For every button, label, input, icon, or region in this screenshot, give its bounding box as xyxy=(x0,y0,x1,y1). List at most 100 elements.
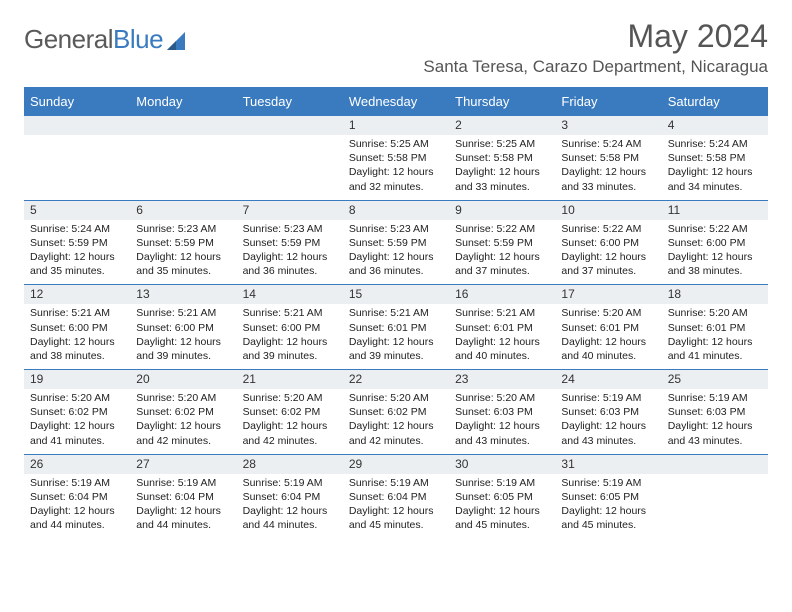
day-number: 21 xyxy=(237,370,343,389)
day-number: 17 xyxy=(555,285,661,304)
week-row: 5Sunrise: 5:24 AMSunset: 5:59 PMDaylight… xyxy=(24,200,768,285)
sunrise-line: Sunrise: 5:19 AM xyxy=(30,476,124,490)
day-cell: 27Sunrise: 5:19 AMSunset: 6:04 PMDayligh… xyxy=(130,455,236,539)
day-details: Sunrise: 5:19 AMSunset: 6:04 PMDaylight:… xyxy=(343,474,449,533)
day-header-cell: Sunday xyxy=(24,89,130,115)
logo-sail-icon xyxy=(165,30,187,52)
sunrise-line: Sunrise: 5:20 AM xyxy=(136,391,230,405)
sunrise-line: Sunrise: 5:24 AM xyxy=(561,137,655,151)
daylight-line: Daylight: 12 hours and 43 minutes. xyxy=(668,419,762,447)
day-number: 4 xyxy=(662,116,768,135)
day-header-cell: Saturday xyxy=(662,89,768,115)
day-cell: 8Sunrise: 5:23 AMSunset: 5:59 PMDaylight… xyxy=(343,201,449,285)
sunset-line: Sunset: 5:59 PM xyxy=(30,236,124,250)
day-cell: 19Sunrise: 5:20 AMSunset: 6:02 PMDayligh… xyxy=(24,370,130,454)
day-cell: 21Sunrise: 5:20 AMSunset: 6:02 PMDayligh… xyxy=(237,370,343,454)
sunrise-line: Sunrise: 5:21 AM xyxy=(30,306,124,320)
daylight-line: Daylight: 12 hours and 39 minutes. xyxy=(243,335,337,363)
daylight-line: Daylight: 12 hours and 45 minutes. xyxy=(349,504,443,532)
sunrise-line: Sunrise: 5:23 AM xyxy=(136,222,230,236)
calendar-grid: SundayMondayTuesdayWednesdayThursdayFrid… xyxy=(24,87,768,538)
sunrise-line: Sunrise: 5:21 AM xyxy=(455,306,549,320)
sunset-line: Sunset: 5:58 PM xyxy=(455,151,549,165)
sunset-line: Sunset: 6:01 PM xyxy=(349,321,443,335)
sunrise-line: Sunrise: 5:21 AM xyxy=(243,306,337,320)
day-cell: 7Sunrise: 5:23 AMSunset: 5:59 PMDaylight… xyxy=(237,201,343,285)
sunset-line: Sunset: 6:03 PM xyxy=(668,405,762,419)
week-row: 1Sunrise: 5:25 AMSunset: 5:58 PMDaylight… xyxy=(24,115,768,200)
daylight-line: Daylight: 12 hours and 33 minutes. xyxy=(561,165,655,193)
day-cell: 18Sunrise: 5:20 AMSunset: 6:01 PMDayligh… xyxy=(662,285,768,369)
day-details: Sunrise: 5:23 AMSunset: 5:59 PMDaylight:… xyxy=(343,220,449,279)
sunrise-line: Sunrise: 5:22 AM xyxy=(561,222,655,236)
sunrise-line: Sunrise: 5:19 AM xyxy=(668,391,762,405)
day-header-cell: Thursday xyxy=(449,89,555,115)
day-number: 28 xyxy=(237,455,343,474)
sunset-line: Sunset: 6:00 PM xyxy=(668,236,762,250)
day-number: 31 xyxy=(555,455,661,474)
day-details: Sunrise: 5:19 AMSunset: 6:03 PMDaylight:… xyxy=(555,389,661,448)
daylight-line: Daylight: 12 hours and 39 minutes. xyxy=(349,335,443,363)
sunrise-line: Sunrise: 5:20 AM xyxy=(30,391,124,405)
day-cell: 1Sunrise: 5:25 AMSunset: 5:58 PMDaylight… xyxy=(343,116,449,200)
daylight-line: Daylight: 12 hours and 44 minutes. xyxy=(30,504,124,532)
daylight-line: Daylight: 12 hours and 40 minutes. xyxy=(455,335,549,363)
day-cell: 3Sunrise: 5:24 AMSunset: 5:58 PMDaylight… xyxy=(555,116,661,200)
daylight-line: Daylight: 12 hours and 38 minutes. xyxy=(668,250,762,278)
sunset-line: Sunset: 6:00 PM xyxy=(30,321,124,335)
day-details: Sunrise: 5:25 AMSunset: 5:58 PMDaylight:… xyxy=(449,135,555,194)
day-details: Sunrise: 5:19 AMSunset: 6:04 PMDaylight:… xyxy=(237,474,343,533)
sunset-line: Sunset: 5:59 PM xyxy=(243,236,337,250)
day-number: 8 xyxy=(343,201,449,220)
day-details: Sunrise: 5:19 AMSunset: 6:04 PMDaylight:… xyxy=(24,474,130,533)
day-cell xyxy=(130,116,236,200)
day-number: 10 xyxy=(555,201,661,220)
daylight-line: Daylight: 12 hours and 43 minutes. xyxy=(455,419,549,447)
day-number xyxy=(24,116,130,135)
day-details: Sunrise: 5:24 AMSunset: 5:59 PMDaylight:… xyxy=(24,220,130,279)
daylight-line: Daylight: 12 hours and 36 minutes. xyxy=(243,250,337,278)
sunrise-line: Sunrise: 5:20 AM xyxy=(668,306,762,320)
daylight-line: Daylight: 12 hours and 35 minutes. xyxy=(30,250,124,278)
sunrise-line: Sunrise: 5:20 AM xyxy=(243,391,337,405)
daylight-line: Daylight: 12 hours and 42 minutes. xyxy=(243,419,337,447)
sunrise-line: Sunrise: 5:20 AM xyxy=(349,391,443,405)
daylight-line: Daylight: 12 hours and 45 minutes. xyxy=(455,504,549,532)
day-header-cell: Wednesday xyxy=(343,89,449,115)
daylight-line: Daylight: 12 hours and 37 minutes. xyxy=(455,250,549,278)
day-cell: 28Sunrise: 5:19 AMSunset: 6:04 PMDayligh… xyxy=(237,455,343,539)
day-number: 29 xyxy=(343,455,449,474)
day-cell: 16Sunrise: 5:21 AMSunset: 6:01 PMDayligh… xyxy=(449,285,555,369)
sunrise-line: Sunrise: 5:24 AM xyxy=(30,222,124,236)
day-cell: 11Sunrise: 5:22 AMSunset: 6:00 PMDayligh… xyxy=(662,201,768,285)
sunset-line: Sunset: 6:01 PM xyxy=(561,321,655,335)
sunrise-line: Sunrise: 5:19 AM xyxy=(243,476,337,490)
sunset-line: Sunset: 6:05 PM xyxy=(455,490,549,504)
sunset-line: Sunset: 6:05 PM xyxy=(561,490,655,504)
logo: GeneralBlue xyxy=(24,24,187,55)
day-number: 23 xyxy=(449,370,555,389)
daylight-line: Daylight: 12 hours and 43 minutes. xyxy=(561,419,655,447)
daylight-line: Daylight: 12 hours and 41 minutes. xyxy=(30,419,124,447)
day-details: Sunrise: 5:21 AMSunset: 6:01 PMDaylight:… xyxy=(343,304,449,363)
day-number: 11 xyxy=(662,201,768,220)
week-row: 19Sunrise: 5:20 AMSunset: 6:02 PMDayligh… xyxy=(24,369,768,454)
sunset-line: Sunset: 5:58 PM xyxy=(668,151,762,165)
logo-text-2: Blue xyxy=(113,24,163,54)
daylight-line: Daylight: 12 hours and 39 minutes. xyxy=(136,335,230,363)
day-details: Sunrise: 5:20 AMSunset: 6:02 PMDaylight:… xyxy=(343,389,449,448)
sunset-line: Sunset: 6:04 PM xyxy=(136,490,230,504)
sunset-line: Sunset: 6:02 PM xyxy=(136,405,230,419)
day-details: Sunrise: 5:24 AMSunset: 5:58 PMDaylight:… xyxy=(662,135,768,194)
daylight-line: Daylight: 12 hours and 37 minutes. xyxy=(561,250,655,278)
day-cell: 22Sunrise: 5:20 AMSunset: 6:02 PMDayligh… xyxy=(343,370,449,454)
day-number: 25 xyxy=(662,370,768,389)
day-details: Sunrise: 5:23 AMSunset: 5:59 PMDaylight:… xyxy=(130,220,236,279)
sunrise-line: Sunrise: 5:23 AM xyxy=(243,222,337,236)
day-number: 9 xyxy=(449,201,555,220)
logo-text: GeneralBlue xyxy=(24,24,163,55)
week-row: 12Sunrise: 5:21 AMSunset: 6:00 PMDayligh… xyxy=(24,284,768,369)
daylight-line: Daylight: 12 hours and 42 minutes. xyxy=(349,419,443,447)
sunrise-line: Sunrise: 5:21 AM xyxy=(349,306,443,320)
daylight-line: Daylight: 12 hours and 32 minutes. xyxy=(349,165,443,193)
